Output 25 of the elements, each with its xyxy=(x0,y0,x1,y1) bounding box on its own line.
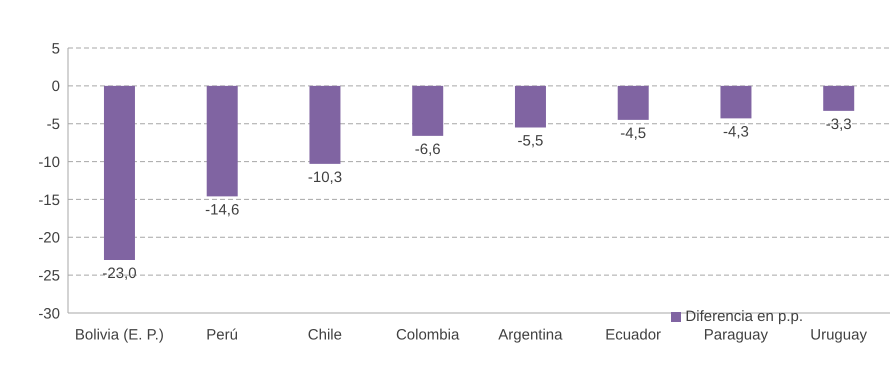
y-tick-label: -20 xyxy=(38,230,60,247)
x-tick-label: Uruguay xyxy=(810,326,868,344)
x-tick-label: Bolivia (E. P.) xyxy=(74,326,164,344)
data-label: -10,3 xyxy=(308,168,342,186)
data-label: -23,0 xyxy=(102,265,137,282)
legend-label: Diferencia en p.p. xyxy=(685,308,803,325)
y-tick-label: 5 xyxy=(52,40,60,58)
y-tick-label: -30 xyxy=(38,305,60,322)
x-tick-label: Paraguay xyxy=(704,326,768,344)
data-label: -4,5 xyxy=(620,124,646,142)
data-label: -3,3 xyxy=(826,116,852,133)
x-tick-label: Argentina xyxy=(498,326,564,344)
data-label: -6,6 xyxy=(414,140,441,158)
data-label: -5,5 xyxy=(518,132,544,150)
x-tick-label: Ecuador xyxy=(605,326,662,344)
y-tick-label: 0 xyxy=(52,78,60,96)
data-label: -14,6 xyxy=(205,201,240,218)
data-label: -4,3 xyxy=(723,123,749,140)
x-tick-label: Colombia xyxy=(396,326,460,344)
y-tick-label: -5 xyxy=(46,116,60,134)
y-tick-label: -25 xyxy=(38,267,60,284)
x-tick-label: Perú xyxy=(206,326,238,344)
y-tick-label: -15 xyxy=(38,192,60,209)
x-tick-label: Chile xyxy=(308,326,342,344)
y-tick-label: -10 xyxy=(38,154,60,171)
